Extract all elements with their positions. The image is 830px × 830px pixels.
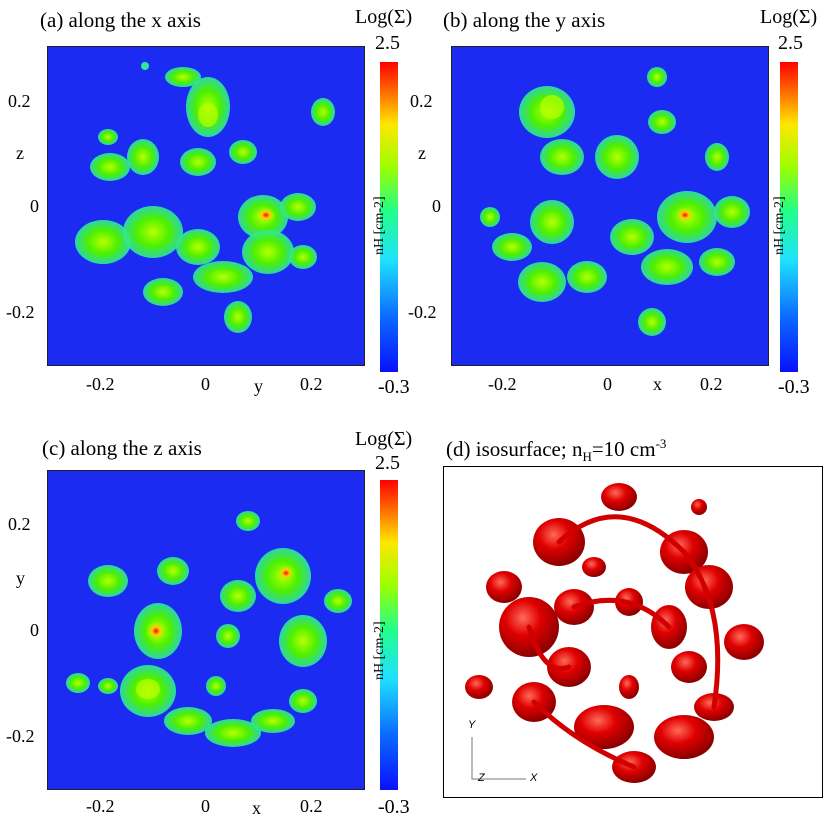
panel-a-cbar-title: Log(Σ) <box>355 6 413 28</box>
panel-c-xaxis-0.2: 0.2 <box>300 796 323 816</box>
panel-d-title-pre: (d) isosurface; n <box>446 437 583 461</box>
panel-d-axis-z: Z <box>478 772 485 784</box>
panel-b-cbar-unit: nH [cm-2] <box>772 196 787 255</box>
panel-a-xaxis-label: y <box>254 376 263 396</box>
panel-d-title: (d) isosurface; nH=10 cm-3 <box>446 436 666 465</box>
panel-a-xaxis-0: 0 <box>201 374 210 394</box>
panel-a-yaxis-neg0.2: -0.2 <box>6 302 35 322</box>
panel-d-isosurface-frame: Y Z X <box>443 466 823 798</box>
panel-d-axis-x: X <box>530 772 538 784</box>
panel-c-yaxis-0.2: 0.2 <box>8 514 31 534</box>
panel-a-cbar-max: 2.5 <box>375 32 400 54</box>
panel-c-column-density-image <box>66 511 352 747</box>
panel-b-cbar-max: 2.5 <box>778 32 803 54</box>
panel-a-yaxis-0: 0 <box>30 196 39 216</box>
panel-c-cbar-title: Log(Σ) <box>355 428 413 450</box>
panel-d-title-sup: -3 <box>655 436 667 451</box>
panel-d-axis-y: Y <box>468 719 476 731</box>
panel-a-colorbar <box>380 62 398 372</box>
panel-b-xaxis-0: 0 <box>603 374 612 394</box>
panel-a-title: (a) along the x axis <box>40 8 201 32</box>
panel-c-cbar-min: -0.3 <box>378 796 410 818</box>
panel-b-yaxis-0: 0 <box>432 196 441 216</box>
panel-a-map <box>47 46 365 366</box>
panel-d-isosurface-render <box>465 483 764 783</box>
panel-c-xaxis-neg0.2: -0.2 <box>86 796 115 816</box>
panel-c-yaxis-neg0.2: -0.2 <box>6 726 35 746</box>
panel-b-xaxis-label: x <box>653 374 662 394</box>
panel-d-title-sub: H <box>582 449 592 465</box>
panel-c-yaxis-label: y <box>16 568 25 588</box>
panel-b-cbar-min: -0.3 <box>778 376 810 398</box>
panel-b-xaxis-0.2: 0.2 <box>700 374 723 394</box>
panel-c-xaxis-label: x <box>252 798 261 818</box>
panel-b-yaxis-label: z <box>418 143 426 163</box>
panel-c-map <box>47 470 365 790</box>
panel-b-yaxis-0.2: 0.2 <box>410 91 433 111</box>
panel-c-yaxis-0: 0 <box>30 620 39 640</box>
panel-a-cbar-unit: nH [cm-2] <box>372 196 387 255</box>
panel-c-title: (c) along the z axis <box>42 436 202 460</box>
axis-triad <box>471 737 526 780</box>
panel-b-yaxis-neg0.2: -0.2 <box>408 302 437 322</box>
panel-d-title-post: =10 cm <box>591 437 656 461</box>
panel-b-colorbar <box>780 62 798 372</box>
panel-b-title: (b) along the y axis <box>443 8 606 32</box>
panel-a-yaxis-0.2: 0.2 <box>8 91 31 111</box>
panel-b-column-density-image <box>480 67 750 336</box>
panel-a-xaxis-0.2: 0.2 <box>300 374 323 394</box>
panel-c-xaxis-0: 0 <box>201 796 210 816</box>
panel-a-cbar-min: -0.3 <box>378 376 410 398</box>
panel-c-cbar-max: 2.5 <box>375 452 400 474</box>
panel-a-column-density-image <box>75 62 335 333</box>
panel-b-cbar-title: Log(Σ) <box>760 6 818 28</box>
panel-c-cbar-unit: nH [cm-2] <box>372 621 387 680</box>
panel-a-xaxis-neg0.2: -0.2 <box>86 374 115 394</box>
panel-c-colorbar <box>380 480 398 790</box>
panel-a-yaxis-label: z <box>16 143 24 163</box>
panel-b-map <box>451 46 769 366</box>
panel-b-xaxis-neg0.2: -0.2 <box>488 374 517 394</box>
